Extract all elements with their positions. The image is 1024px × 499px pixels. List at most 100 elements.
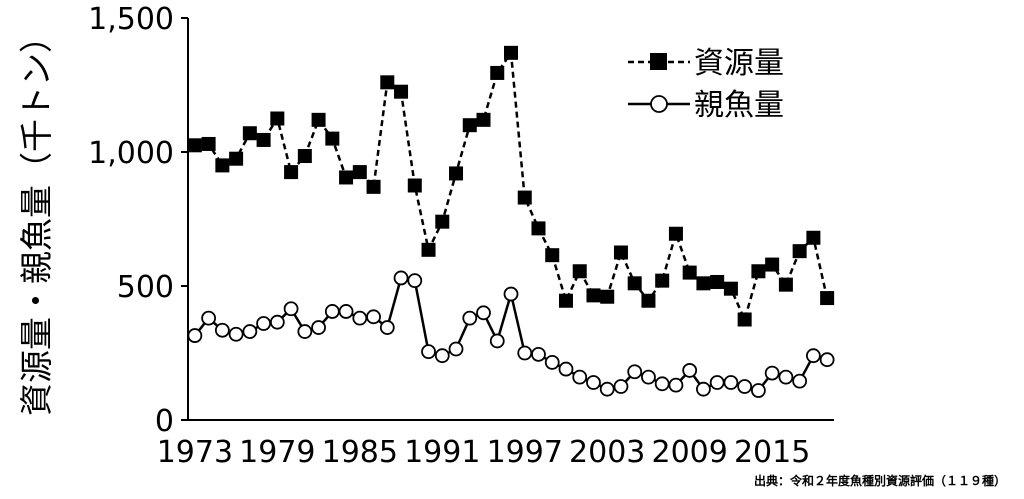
data-point xyxy=(820,291,835,306)
data-point xyxy=(489,333,505,349)
x-tick-labels: 1973 1979 1985 1991 1997 2003 2009 2015 xyxy=(157,435,811,470)
data-point xyxy=(805,348,821,364)
data-point xyxy=(393,270,409,286)
data-point xyxy=(242,324,258,339)
data-point xyxy=(270,111,285,126)
data-point xyxy=(462,310,478,326)
data-point xyxy=(379,320,395,335)
data-point xyxy=(600,289,615,304)
data-point xyxy=(751,264,766,279)
data-point xyxy=(709,375,725,390)
legend-square-marker xyxy=(650,53,667,70)
data-point xyxy=(613,379,629,394)
data-point xyxy=(407,178,422,193)
source-note: 出典：令和２年度魚種別資源評価（１１９種） xyxy=(753,474,1006,488)
data-point xyxy=(187,328,203,343)
data-point xyxy=(311,112,326,127)
data-point xyxy=(407,273,423,289)
data-point xyxy=(338,304,354,319)
data-point xyxy=(723,375,739,390)
data-point xyxy=(325,131,340,146)
data-point xyxy=(394,84,409,99)
data-point xyxy=(654,376,670,392)
data-point xyxy=(819,352,835,368)
data-point xyxy=(558,361,574,377)
data-point xyxy=(655,273,670,288)
data-point xyxy=(517,345,533,361)
data-point xyxy=(380,75,395,90)
data-point xyxy=(764,365,780,381)
data-point xyxy=(682,363,698,378)
y-tick-label: 1,500 xyxy=(88,2,174,37)
data-point xyxy=(710,274,725,289)
data-point xyxy=(544,354,560,370)
data-point xyxy=(778,277,793,292)
data-point xyxy=(751,383,766,398)
data-point xyxy=(668,377,684,393)
data-point xyxy=(283,301,299,317)
data-point xyxy=(256,132,271,147)
data-point xyxy=(792,244,807,259)
data-point xyxy=(586,288,601,303)
data-point xyxy=(627,364,643,380)
data-point xyxy=(737,379,753,394)
y-tick-label: 1,000 xyxy=(88,136,174,171)
legend-item-spawning: 親魚量 xyxy=(628,88,784,123)
data-point xyxy=(792,373,808,389)
data-point xyxy=(765,257,780,272)
data-point xyxy=(242,126,257,141)
data-point xyxy=(531,221,546,236)
data-point xyxy=(641,293,656,308)
data-point xyxy=(476,112,491,127)
data-point xyxy=(297,149,312,164)
data-point xyxy=(201,136,216,151)
data-point xyxy=(586,375,601,390)
data-point xyxy=(517,190,532,205)
legend-label-spawning: 親魚量 xyxy=(694,88,784,123)
data-point xyxy=(421,242,436,257)
data-point xyxy=(215,158,230,173)
series-resource xyxy=(187,45,835,327)
y-tick-label: 0 xyxy=(155,404,174,439)
data-point xyxy=(558,293,573,308)
data-point xyxy=(599,381,615,397)
series-layer xyxy=(187,45,835,398)
data-point xyxy=(613,245,628,260)
data-point xyxy=(668,226,683,241)
series-spawning xyxy=(187,270,835,398)
data-point xyxy=(476,305,491,321)
data-point xyxy=(462,118,477,133)
data-point xyxy=(201,310,217,326)
legend: 資源量 親魚量 xyxy=(628,46,784,123)
data-point xyxy=(366,309,381,325)
x-tick-label: 1985 xyxy=(322,435,398,470)
data-point xyxy=(284,165,299,180)
data-point xyxy=(572,264,587,279)
x-tick-label: 2015 xyxy=(734,435,810,470)
data-point xyxy=(572,369,588,385)
data-point xyxy=(229,151,244,166)
legend-circle-marker xyxy=(650,95,668,113)
data-point xyxy=(352,165,367,180)
data-point xyxy=(352,310,368,326)
data-point xyxy=(448,341,464,357)
data-point xyxy=(641,369,656,385)
data-point xyxy=(256,316,271,331)
data-point xyxy=(434,348,450,364)
data-point xyxy=(214,322,230,338)
data-point xyxy=(503,286,519,302)
data-point xyxy=(228,326,244,342)
y-axis-label: 資源量・親魚量（千トン） xyxy=(17,20,56,416)
x-tick-label: 2009 xyxy=(652,435,728,470)
data-point xyxy=(723,281,738,296)
x-tick-label: 1979 xyxy=(239,435,315,470)
x-tick-label: 1997 xyxy=(487,435,563,470)
data-point xyxy=(627,276,642,291)
data-point xyxy=(187,138,202,153)
data-point xyxy=(696,381,711,397)
x-tick-label: 1991 xyxy=(404,435,480,470)
data-point xyxy=(696,276,711,291)
data-point xyxy=(311,320,326,335)
